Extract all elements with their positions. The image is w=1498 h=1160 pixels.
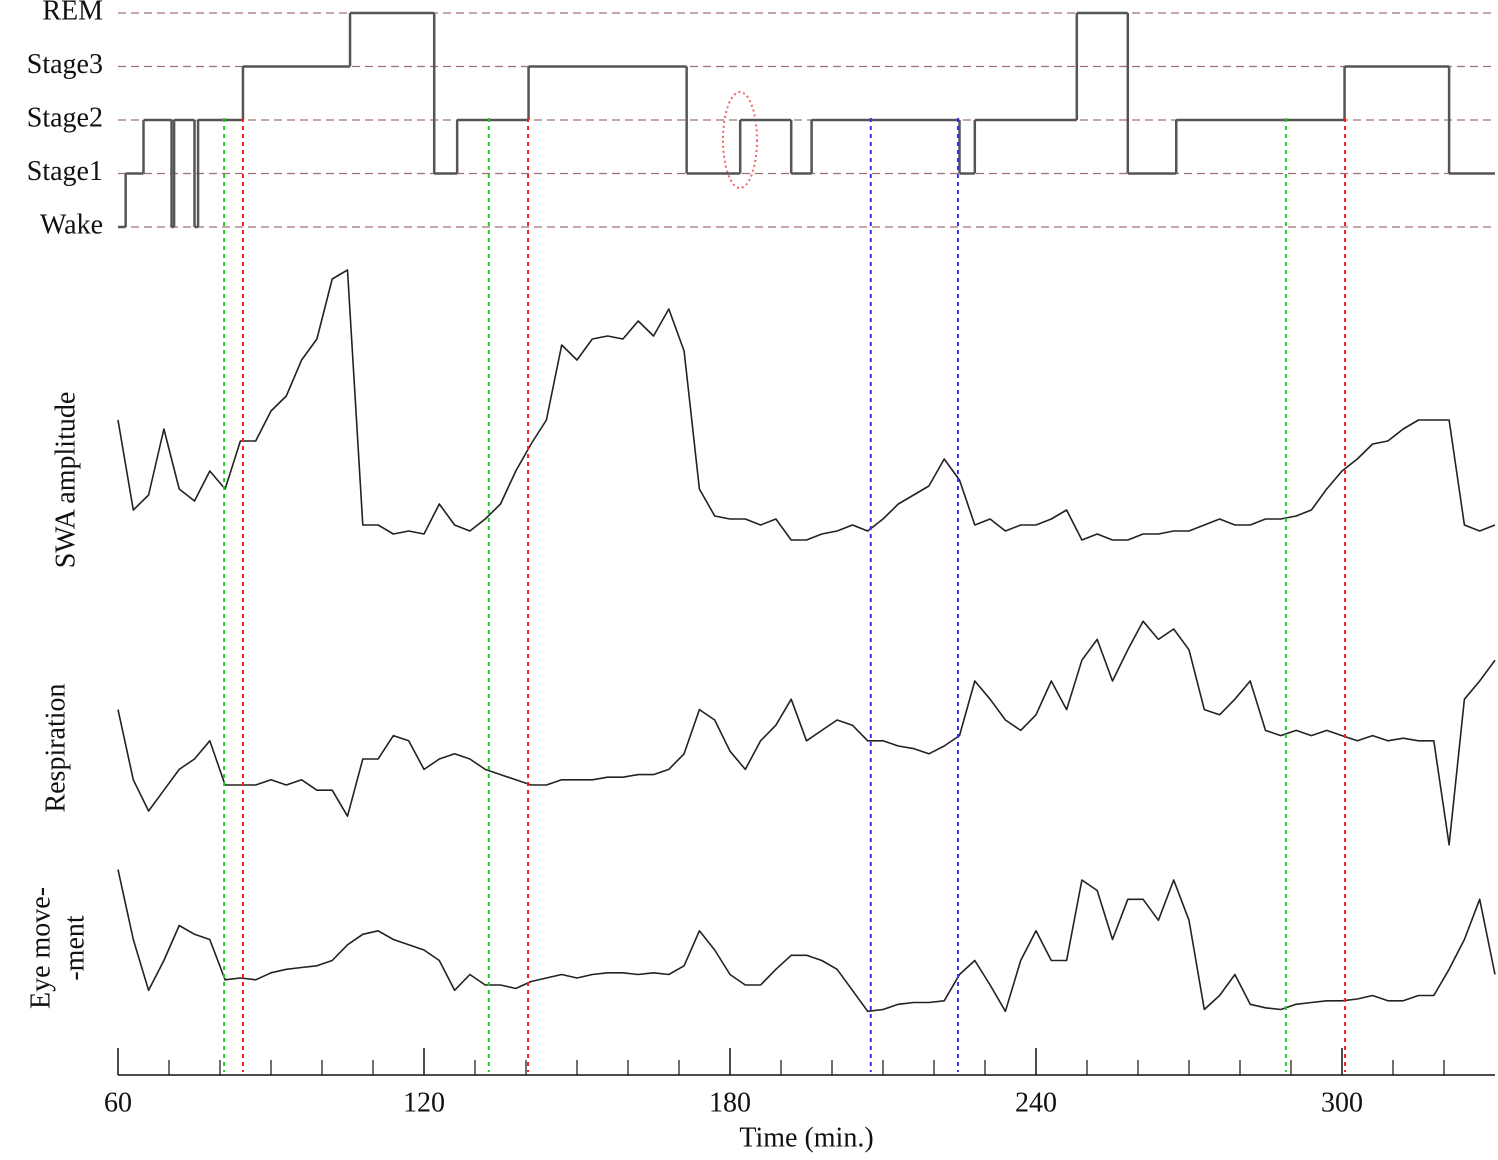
signal-line [117, 869, 1496, 1013]
y-axis-label: -ment [59, 915, 90, 981]
x-tick-label: 60 [104, 1087, 132, 1118]
y-tick-label: Stage1 [27, 156, 103, 187]
y-tick-label: REM [42, 0, 103, 26]
y-tick-label: Stage3 [27, 49, 103, 80]
x-axis-label: Time (min.) [739, 1122, 873, 1153]
y-axis-label-group: SWA amplitude [50, 392, 81, 569]
x-tick-label: 300 [1321, 1087, 1363, 1118]
x-tick-label: 240 [1015, 1087, 1057, 1118]
y-tick-label: Stage2 [27, 102, 103, 133]
y-axis-label-group: Respiration [40, 683, 71, 812]
y-axis-label: Respiration [40, 683, 71, 812]
signal-line [117, 269, 1496, 541]
x-tick-label: 120 [403, 1087, 445, 1118]
signal-line [117, 620, 1496, 846]
y-axis-label: Eye move- [25, 887, 56, 1009]
y-axis-label-group: Eye move- -ment [25, 887, 90, 1009]
y-axis-label: SWA amplitude [50, 392, 81, 569]
highlight-ellipse [722, 91, 758, 189]
x-tick-label: 180 [709, 1087, 751, 1118]
y-tick-label: Wake [40, 209, 103, 240]
